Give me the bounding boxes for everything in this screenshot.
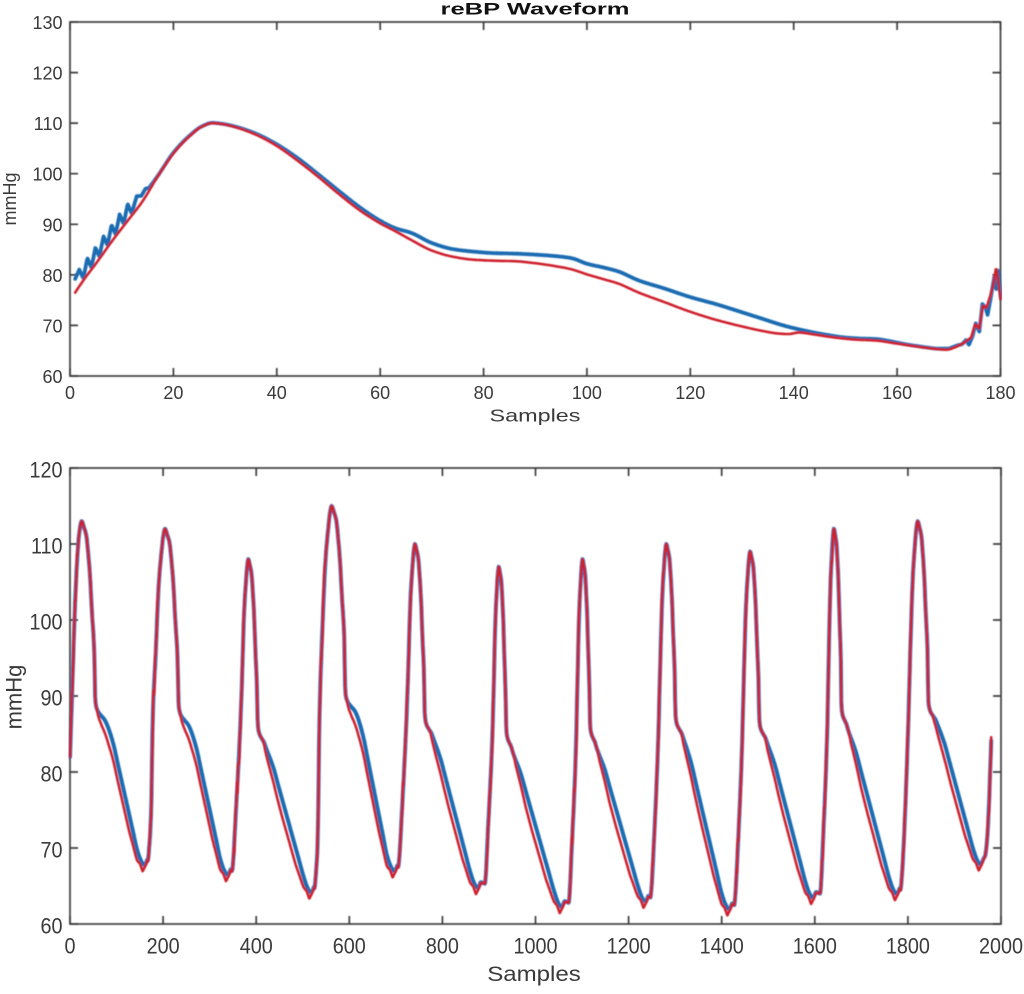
- svg-text:1200: 1200: [607, 934, 651, 958]
- svg-text:90: 90: [42, 215, 62, 235]
- svg-text:160: 160: [882, 383, 912, 403]
- svg-text:Samples: Samples: [490, 406, 581, 426]
- svg-text:70: 70: [42, 316, 62, 336]
- svg-text:800: 800: [426, 934, 459, 958]
- svg-text:110: 110: [34, 114, 63, 134]
- svg-text:200: 200: [147, 934, 180, 958]
- svg-text:180: 180: [985, 383, 1015, 403]
- svg-text:100: 100: [32, 165, 62, 185]
- svg-text:400: 400: [240, 934, 273, 958]
- svg-text:130: 130: [32, 13, 62, 33]
- svg-text:0: 0: [64, 934, 75, 958]
- svg-text:120: 120: [29, 458, 62, 482]
- svg-text:Samples: Samples: [487, 961, 581, 985]
- svg-text:0: 0: [65, 383, 75, 403]
- svg-text:mmHg: mmHg: [2, 665, 27, 730]
- svg-text:reBP Waveform: reBP Waveform: [440, 0, 629, 18]
- svg-text:40: 40: [267, 383, 287, 403]
- svg-text:1000: 1000: [513, 934, 557, 958]
- svg-text:110: 110: [31, 534, 63, 558]
- svg-text:80: 80: [474, 383, 494, 403]
- svg-text:120: 120: [32, 64, 62, 84]
- svg-text:60: 60: [370, 383, 390, 403]
- svg-text:120: 120: [675, 383, 705, 403]
- svg-text:20: 20: [163, 383, 183, 403]
- svg-text:80: 80: [42, 266, 62, 286]
- svg-text:60: 60: [40, 914, 62, 938]
- svg-text:2000: 2000: [979, 934, 1023, 958]
- svg-text:1600: 1600: [793, 934, 837, 958]
- svg-text:80: 80: [40, 762, 62, 786]
- svg-text:70: 70: [40, 838, 62, 862]
- svg-text:1800: 1800: [886, 934, 930, 958]
- svg-text:100: 100: [572, 383, 602, 403]
- svg-text:600: 600: [333, 934, 366, 958]
- svg-text:60: 60: [42, 367, 62, 387]
- svg-text:1400: 1400: [700, 934, 744, 958]
- svg-text:mmHg: mmHg: [0, 173, 20, 226]
- svg-text:90: 90: [40, 686, 62, 710]
- svg-text:140: 140: [779, 383, 809, 403]
- svg-text:100: 100: [29, 610, 62, 634]
